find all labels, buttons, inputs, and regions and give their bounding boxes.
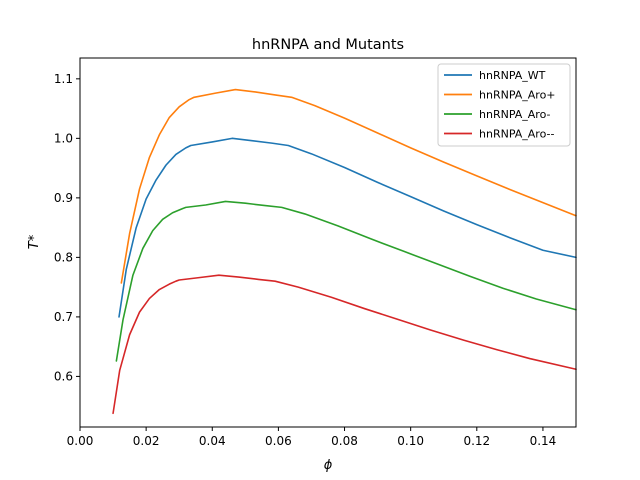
chart-title: hnRNPA and Mutants <box>252 37 404 53</box>
series-line-0 <box>118 137 577 318</box>
legend-label-0: hnRNPA_WT <box>479 69 546 82</box>
legend-box <box>437 63 571 147</box>
y-tick-label: 0.7 <box>54 310 73 324</box>
x-tick-label: 0.04 <box>199 434 226 448</box>
legend: hnRNPA_WT hnRNPA_Aro+ hnRNPA_Aro-hnRNPA_Ar… <box>437 63 571 147</box>
x-tick-label: 0.10 <box>397 434 424 448</box>
legend-label-2: hnRNPA_Aro- <box>479 108 551 121</box>
y-tick-label: 1.0 <box>54 131 73 145</box>
x-axis-ticks: 0.00 0.02 0.04 0.06 0.08 0.10 0.12 0.14 <box>67 427 557 448</box>
y-tick-label: 1.1 <box>54 72 73 86</box>
x-tick-label: 0.12 <box>463 434 490 448</box>
series-lines <box>112 88 577 415</box>
x-tick-label: 0.02 <box>133 434 160 448</box>
plot-area-frame <box>79 57 577 428</box>
series-line-2 <box>115 200 577 362</box>
y-tick-label: 0.9 <box>54 191 73 205</box>
x-tick-label: 0.00 <box>67 434 94 448</box>
y-tick-label: 0.6 <box>54 369 73 383</box>
x-tick-label: 0.14 <box>530 434 557 448</box>
y-tick-label: 0.8 <box>54 250 73 264</box>
series-line-1 <box>120 88 577 284</box>
series-line-3 <box>112 274 577 415</box>
x-axis-label: ϕ <box>324 458 333 473</box>
legend-label-3: hnRNPA_Aro-- <box>479 128 554 141</box>
x-tick-label: 0.06 <box>265 434 292 448</box>
x-tick-label: 0.08 <box>331 434 358 448</box>
y-axis-ticks: 0.6 0.7 0.8 0.9 1.0 1.1 <box>54 72 80 383</box>
y-axis-label: T* <box>27 234 42 249</box>
legend-label-1: hnRNPA_Aro+ <box>479 89 556 102</box>
